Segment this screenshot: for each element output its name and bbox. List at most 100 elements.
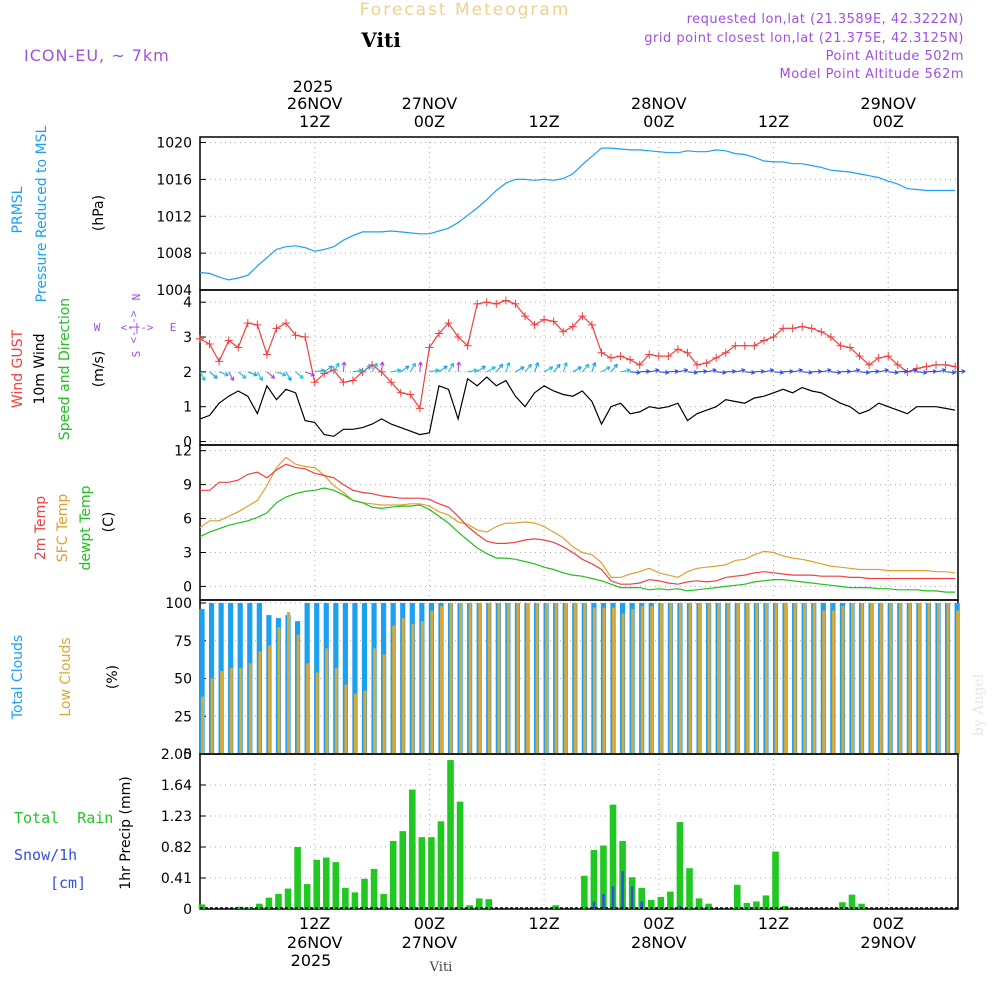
gust-marker <box>463 341 472 350</box>
low-cloud-bar <box>277 627 281 754</box>
wind-direction-arrow <box>677 368 689 373</box>
rain-bar <box>581 875 588 909</box>
label-snow: Snow/1h <box>14 846 77 864</box>
wind-direction-arrow <box>639 369 650 374</box>
gust-marker <box>530 320 539 329</box>
gust-marker <box>893 360 902 369</box>
gust-marker <box>922 362 931 371</box>
gust-marker <box>434 329 443 338</box>
wind-direction-arrow <box>524 363 532 373</box>
gust-marker <box>396 388 405 397</box>
gust-marker <box>683 348 692 357</box>
wind-direction-arrow <box>495 363 504 373</box>
rain-bar <box>552 905 559 909</box>
wind-direction-arrow <box>869 369 880 374</box>
rain-bar <box>733 884 741 909</box>
axis-year-top: 2025 <box>293 77 334 96</box>
gust-marker <box>721 348 730 357</box>
low-cloud-bar <box>525 603 529 754</box>
panel-wind: 0 1 2 3 4 <box>183 289 966 451</box>
wind-direction-arrow <box>935 368 947 373</box>
y-tick-label: 1020 <box>156 136 192 152</box>
low-cloud-bar <box>917 603 921 754</box>
rain-bar <box>275 893 282 909</box>
gust-marker <box>731 341 740 350</box>
gust-marker <box>587 320 596 329</box>
low-cloud-bar <box>248 663 252 754</box>
rain-bar <box>303 884 311 909</box>
low-cloud-bar <box>841 606 845 754</box>
wind-direction-arrow <box>438 365 448 373</box>
low-cloud-bar <box>764 603 768 754</box>
wind-direction-arrow <box>802 370 813 375</box>
gust-marker <box>559 327 568 336</box>
rain-bar <box>466 905 473 909</box>
panel-clouds: 0 25 50 75 100 <box>165 596 960 763</box>
low-cloud-bar <box>334 667 338 754</box>
low-cloud-bar <box>678 603 682 754</box>
y-tick-label: 6 <box>183 512 192 528</box>
gust-marker <box>779 324 788 333</box>
low-cloud-bar <box>812 603 816 754</box>
gust-marker <box>836 341 845 350</box>
total-cloud-bar <box>208 603 215 754</box>
gust-marker <box>224 336 233 345</box>
top-date-label: 28NOV <box>631 94 687 113</box>
gust-marker <box>196 334 204 343</box>
low-cloud-bar <box>564 603 568 754</box>
low-cloud-bar <box>860 603 864 754</box>
y-tick-label: 12 <box>174 444 192 460</box>
wind-direction-arrow <box>811 369 822 374</box>
snow-bar <box>640 901 643 909</box>
gust-marker <box>253 320 262 329</box>
gust-marker <box>234 343 243 352</box>
wind-direction-arrow <box>754 369 765 374</box>
wind-direction-arrow <box>830 370 842 375</box>
gust-marker <box>568 322 577 331</box>
label-total-rain: Total Rain <box>14 809 113 827</box>
low-cloud-bar <box>420 621 424 754</box>
rain-bar <box>332 862 340 909</box>
bottom-date-label: 28NOV <box>631 933 687 952</box>
low-cloud-bar <box>535 603 539 754</box>
low-cloud-bar <box>707 603 711 754</box>
gust-marker <box>339 378 348 387</box>
wind-direction-arrow <box>391 368 402 374</box>
rain-bar <box>389 840 397 909</box>
temp-2m-line <box>200 463 956 585</box>
y-tick-label: 0 <box>183 902 192 918</box>
gust-marker <box>473 299 482 308</box>
rain-bar <box>256 903 263 909</box>
low-cloud-bar <box>478 603 482 754</box>
point-altitude: Point Altitude 502m <box>826 49 964 64</box>
low-cloud-bar <box>583 603 587 754</box>
gust-marker <box>654 352 663 361</box>
gust-marker <box>645 350 654 359</box>
wind-direction-arrow <box>697 369 708 374</box>
low-cloud-bar <box>879 603 883 754</box>
low-cloud-bar <box>736 603 740 754</box>
gust-marker <box>798 322 807 331</box>
low-cloud-bar <box>506 603 510 754</box>
wind-direction-arrow <box>783 369 794 374</box>
gust-marker <box>874 353 883 362</box>
wind-direction-arrow <box>649 368 660 373</box>
low-cloud-bar <box>726 603 730 754</box>
low-cloud-bar <box>602 607 606 754</box>
low-cloud-bar <box>430 610 434 754</box>
low-cloud-bar <box>439 606 443 754</box>
low-cloud-bar <box>688 603 692 754</box>
wind-direction-arrow <box>716 370 727 375</box>
gust-marker <box>932 360 941 369</box>
rain-bar <box>705 903 712 909</box>
y-tick-label: 1012 <box>156 209 192 225</box>
wind-direction-arrow <box>476 365 486 373</box>
wind-direction-arrow <box>840 369 851 374</box>
compass-e: E <box>170 321 177 334</box>
gust-marker <box>664 352 673 361</box>
low-cloud-bar <box>946 603 950 754</box>
rain-bar <box>361 878 368 909</box>
top-date-label: 26NOV <box>287 94 343 113</box>
low-cloud-bar <box>382 654 386 754</box>
